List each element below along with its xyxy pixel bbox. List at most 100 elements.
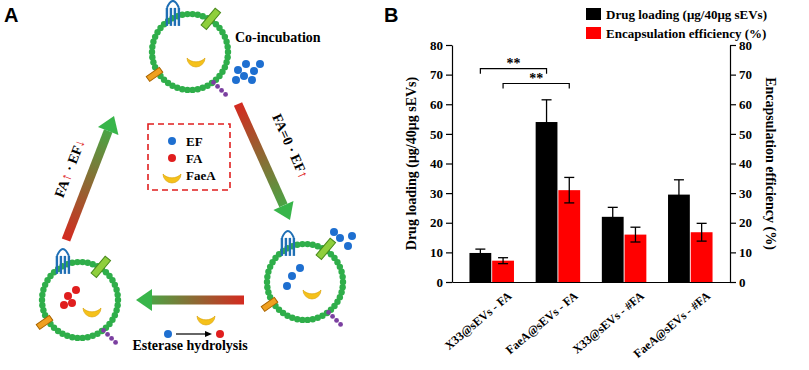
tick-mark [446, 282, 452, 283]
ef-molecule [344, 242, 352, 250]
error-cap [475, 248, 485, 249]
label: Co-incubation [235, 30, 321, 45]
membrane-protein [338, 322, 343, 327]
error-cap [697, 223, 707, 224]
bar [492, 261, 514, 282]
tick-label: 80 [430, 38, 443, 53]
membrane-protein [334, 318, 339, 323]
membrane-protein [101, 328, 106, 333]
tick-mark [446, 104, 452, 105]
tick-mark [730, 163, 736, 164]
error-cap [564, 202, 574, 203]
error-bar [701, 223, 702, 241]
membrane-protein [211, 80, 216, 85]
axis-title: Encapsulation efficiency (%) [762, 77, 778, 250]
membrane-protein [60, 256, 62, 274]
tick-label: 0 [739, 275, 746, 290]
faea-icon [83, 308, 101, 317]
bar [625, 235, 647, 282]
tick-mark [730, 75, 736, 76]
tick-mark [730, 252, 736, 253]
error-cap [498, 257, 508, 258]
error-cap [697, 240, 707, 241]
arrow-shaft [152, 296, 244, 305]
legend-box [148, 124, 230, 190]
vesicle [36, 249, 121, 345]
membrane-protein [166, 8, 168, 26]
membrane-protein [64, 256, 66, 274]
vesicle-lumen [152, 14, 228, 90]
ef-molecule [256, 60, 264, 68]
membrane-protein [178, 8, 180, 26]
tick-label: 10 [430, 245, 443, 260]
legend: Drug loading (μg/40μg sEVs)Encapsulation… [586, 7, 767, 41]
axis-line [453, 282, 731, 283]
membrane-protein [105, 332, 110, 337]
tick-label: X33@sEVs - FA [442, 288, 515, 352]
tick-label: 60 [430, 97, 443, 112]
legend-swatch [586, 8, 601, 20]
tick-label: 20 [430, 215, 443, 230]
tick-mark [730, 104, 736, 105]
error-cap [608, 207, 618, 208]
tick-label: 50 [739, 127, 752, 142]
tick: 70 [430, 67, 452, 82]
tick-mark [446, 193, 452, 194]
axis-title: Drug loading (μg/40μg sEVs) [404, 76, 420, 250]
tick: 60 [730, 97, 752, 112]
tick: 80 [430, 38, 452, 53]
arrow-head [136, 289, 152, 311]
membrane-protein [326, 310, 331, 315]
error-bar [546, 100, 547, 144]
membrane-protein [113, 340, 118, 345]
vesicle [146, 1, 231, 97]
label: FA↑ · EF↓ [52, 137, 88, 200]
tick-label: 70 [430, 67, 443, 82]
error-bar [678, 180, 679, 210]
tick-mark [446, 163, 452, 164]
ef-molecule [164, 330, 172, 338]
membrane-protein [36, 315, 53, 329]
arrow-head [273, 201, 293, 220]
error-bar [569, 177, 570, 202]
legend-text: FA [186, 151, 203, 166]
bar [536, 122, 558, 282]
annotation: ** [529, 71, 543, 86]
faea-icon [197, 316, 215, 325]
error-cap [475, 256, 485, 257]
legend-text: Drug loading (μg/40μg sEVs) [606, 7, 767, 22]
fa-molecule [216, 330, 224, 338]
legend-swatch [586, 27, 601, 39]
panel-label: A [4, 4, 18, 26]
membrane-protein [261, 297, 278, 311]
legend-text: EF [186, 134, 203, 149]
tick: 20 [730, 215, 752, 230]
y-axis: 01020304050607080 [430, 38, 453, 290]
faea-icon [187, 58, 205, 67]
error-bar [480, 249, 481, 257]
ef-molecule [250, 67, 258, 75]
arrow-shaft [66, 131, 108, 240]
error-cap [542, 144, 552, 145]
panel-label: B [384, 4, 398, 26]
membrane-protein [282, 231, 294, 238]
error-bar [502, 258, 503, 264]
membrane-protein [281, 238, 283, 256]
bar [558, 190, 580, 282]
reaction-arrow [176, 333, 206, 334]
membrane-protein [174, 8, 176, 26]
membrane-protein [57, 249, 69, 256]
membrane-protein [170, 8, 172, 26]
error-cap [542, 99, 552, 100]
diagram: Co-incubationFA↑ · EF↓FA=0 · EF↑Esterase… [36, 1, 356, 353]
tick-mark [730, 282, 736, 283]
fa-molecule [64, 292, 72, 300]
tick-label: 30 [430, 186, 443, 201]
ef-molecule [232, 76, 240, 84]
faea-icon [163, 174, 181, 183]
tick-mark [730, 223, 736, 224]
membrane-protein [68, 256, 70, 274]
tick-label: 0 [437, 275, 444, 290]
tick-label: 40 [739, 156, 752, 171]
tick-label: 60 [739, 97, 752, 112]
